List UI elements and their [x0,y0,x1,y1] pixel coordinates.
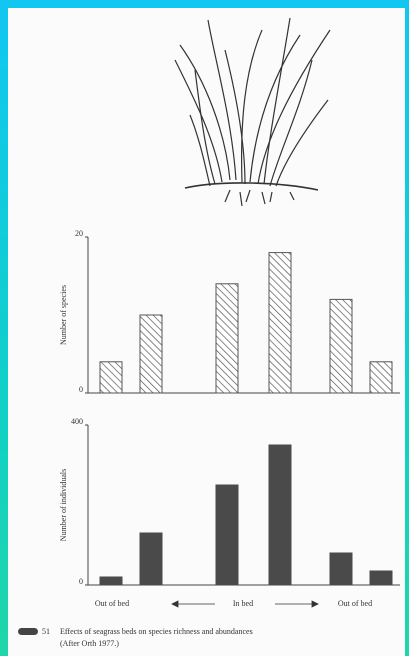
annotation: Out of bed [95,599,129,608]
bar [370,362,392,393]
annotation: In bed [233,599,253,608]
figure: 51 Effects of seagrass beds on species r… [0,0,409,656]
caption-icon [18,628,38,635]
bar [269,445,291,585]
y-axis-label: Number of individuals [59,469,68,541]
bar [216,485,238,585]
bar [100,577,122,585]
caption-source: (After Orth 1977.) [60,639,119,648]
bar [370,571,392,585]
page: 51 Effects of seagrass beds on species r… [0,0,409,656]
bar [140,315,162,393]
bar [269,253,291,393]
bar [330,299,352,393]
y-tick-label: 0 [79,385,83,394]
caption-number: 51 [42,627,50,636]
caption-text: Effects of seagrass beds on species rich… [60,627,253,636]
bar [330,553,352,585]
annotation: Out of bed [338,599,372,608]
bar [140,533,162,585]
bar [216,284,238,393]
bar [100,362,122,393]
y-tick-label: 0 [79,577,83,586]
y-axis-label: Number of species [59,285,68,345]
y-tick-label: 20 [75,229,83,238]
y-tick-label: 400 [71,417,83,426]
